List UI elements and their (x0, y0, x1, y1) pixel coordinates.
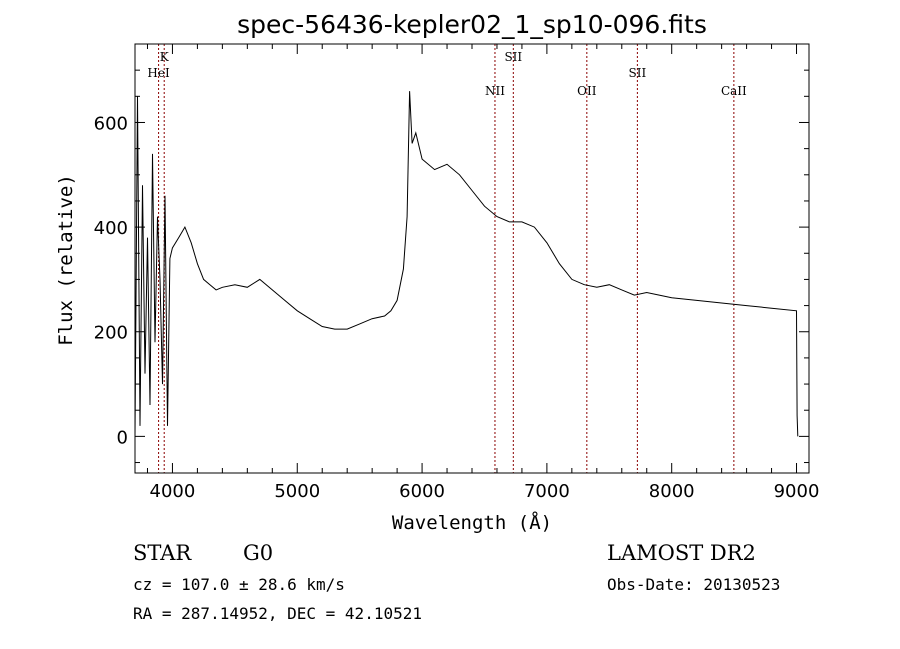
object-class: STAR (133, 541, 192, 565)
x-tick-label-5: 9000 (774, 481, 820, 502)
y-axis-label: Flux (relative) (55, 174, 77, 346)
y-tick-label-1: 200 (94, 323, 128, 344)
y-tick-label-0: 0 (117, 427, 128, 448)
line-label-2: SII (504, 50, 522, 64)
x-tick-label-2: 6000 (399, 481, 445, 502)
x-axis-label: Wavelength (Å) (392, 511, 552, 534)
x-tick-label-1: 5000 (274, 481, 320, 502)
survey-name: LAMOST DR2 (607, 541, 756, 565)
line-label-6: CaII (721, 84, 747, 98)
plot-frame (134, 43, 810, 474)
y-tick-label-2: 400 (94, 218, 128, 239)
chart-title: spec-56436-kepler02_1_sp10-096.fits (237, 10, 707, 39)
line-label-5: SII (629, 66, 647, 80)
obs-date-text: Obs-Date: 20130523 (607, 575, 780, 594)
object-subclass: G0 (243, 541, 273, 565)
line-label-1: HeI (147, 66, 170, 80)
spectrum-series-0 (134, 91, 799, 437)
y-tick-label-3: 600 (94, 113, 128, 134)
line-label-3: NII (485, 84, 505, 98)
x-tick-label-4: 8000 (649, 481, 695, 502)
coords-text: RA = 287.14952, DEC = 42.10521 (133, 604, 422, 623)
redshift-text: cz = 107.0 ± 28.6 km/s (133, 575, 345, 594)
line-label-0: K (160, 50, 170, 64)
x-tick-label-3: 7000 (524, 481, 570, 502)
x-tick-label-0: 4000 (150, 481, 196, 502)
line-label-4: OII (577, 84, 597, 98)
